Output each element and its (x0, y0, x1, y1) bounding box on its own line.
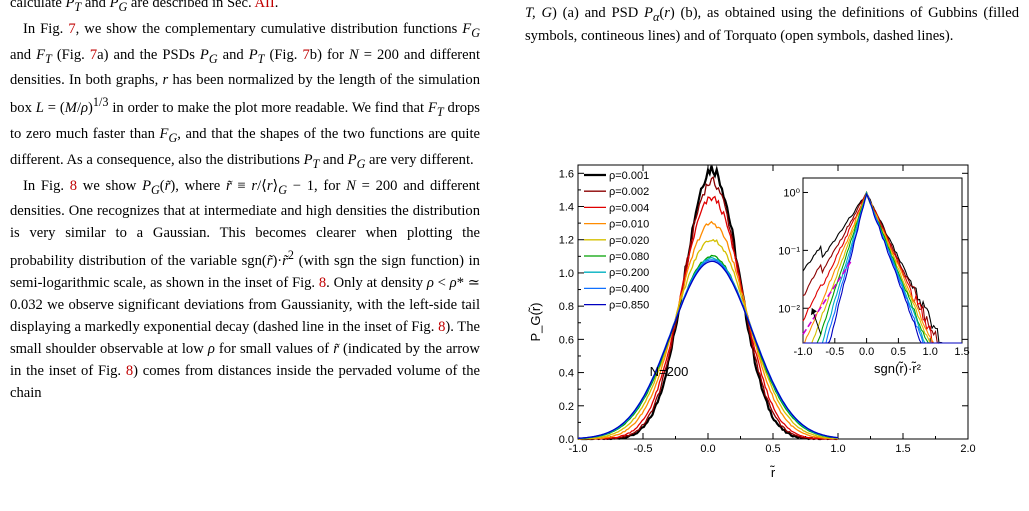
text-line-0: calculate PT and PG are described in Sec… (10, 0, 279, 14)
paragraph-fig8: In Fig. 8 we show PG(r̃), where r̃ ≡ r/⟨… (10, 177, 480, 401)
inset-x-tick-label: -1.0 (794, 346, 813, 358)
x-tick-label: -0.5 (634, 443, 653, 455)
x-tick-label: -1.0 (569, 443, 588, 455)
y-tick-label: 0.2 (559, 401, 574, 413)
x-tick-label: 0.0 (700, 443, 715, 455)
inset-y-tick-label: 10⁻¹ (778, 245, 800, 257)
series-line-ρ=0.004 (578, 195, 839, 440)
x-tick-label: 1.5 (895, 443, 910, 455)
y-axis-label: P_G(r̃) (528, 303, 543, 342)
legend-entry: ρ=0.020 (609, 235, 649, 247)
inset-dashed-fit (802, 261, 852, 335)
y-tick-label: 1.4 (559, 202, 574, 214)
x-axis-label: r̃ (769, 465, 776, 480)
paragraph-fig7: In Fig. 7, we show the complementary cum… (10, 20, 480, 171)
inset-x-tick-label: 0.0 (859, 346, 874, 358)
series-line-ρ=0.200 (578, 256, 839, 439)
y-tick-label: 0.8 (559, 301, 574, 313)
inset-x-tick-label: 1.5 (954, 346, 969, 358)
legend-entry: ρ=0.850 (609, 300, 649, 312)
figure-8: -1.0 -0.5 0.0 0.5 1.0 1.5 2.0 0.0 0.2 0.4 0.6 0.8 1.… (520, 150, 1029, 511)
y-tick-label: 1.6 (559, 168, 574, 180)
x-tick-label: 1.0 (830, 443, 845, 455)
legend-entry: ρ=0.004 (609, 202, 649, 214)
y-tick-label: 0.4 (559, 368, 574, 380)
legend-entry: ρ=0.002 (609, 186, 649, 198)
y-tick-label: 0.6 (559, 334, 574, 346)
inset-series-line (802, 190, 962, 344)
inset-arrowhead (810, 308, 817, 316)
inset-series-line (803, 192, 962, 344)
series-line-ρ=0.850 (577, 260, 839, 439)
y-tick-label: 1.2 (559, 235, 574, 247)
legend-entry: ρ=0.200 (609, 267, 649, 279)
inset-y-tick-label: 10⁻² (778, 303, 800, 315)
legend-entry: ρ=0.010 (609, 219, 649, 231)
inset-x-tick-label: 1.0 (923, 346, 938, 358)
inset-series-line (802, 192, 962, 344)
inset-x-axis-label: sgn(r̃)·r̃² (874, 361, 922, 376)
figure-caption-fragment: T, G) (a) and PSD Pα(r) (b), as obtained… (525, 5, 1020, 44)
y-tick-label: 0.0 (559, 434, 574, 446)
legend-entry: ρ=0.080 (609, 251, 649, 263)
x-tick-label: 2.0 (960, 443, 975, 455)
x-tick-label: 0.5 (765, 443, 780, 455)
series-line-ρ=0.010 (577, 220, 838, 440)
series-line-ρ=0.002 (577, 176, 838, 440)
series-line-ρ=0.020 (577, 238, 838, 440)
y-tick-label: 1.0 (559, 268, 574, 280)
inset-x-tick-label: -0.5 (825, 346, 844, 358)
left-column-text: calculate PT and PG are described in Sec… (10, 0, 480, 404)
annotation-label: N=200 (650, 364, 689, 379)
legend-entry: ρ=0.001 (609, 170, 649, 182)
inset-frame (802, 177, 963, 344)
inset-y-tick-label: 10⁰ (783, 187, 800, 199)
inset-x-tick-label: 0.5 (891, 346, 906, 358)
legend-entry: ρ=0.400 (609, 283, 649, 295)
main-chart: -1.0 -0.5 0.0 0.5 1.0 1.5 2.0 0.0 0.2 0.4 0.6 0.8 1.… (528, 164, 976, 480)
